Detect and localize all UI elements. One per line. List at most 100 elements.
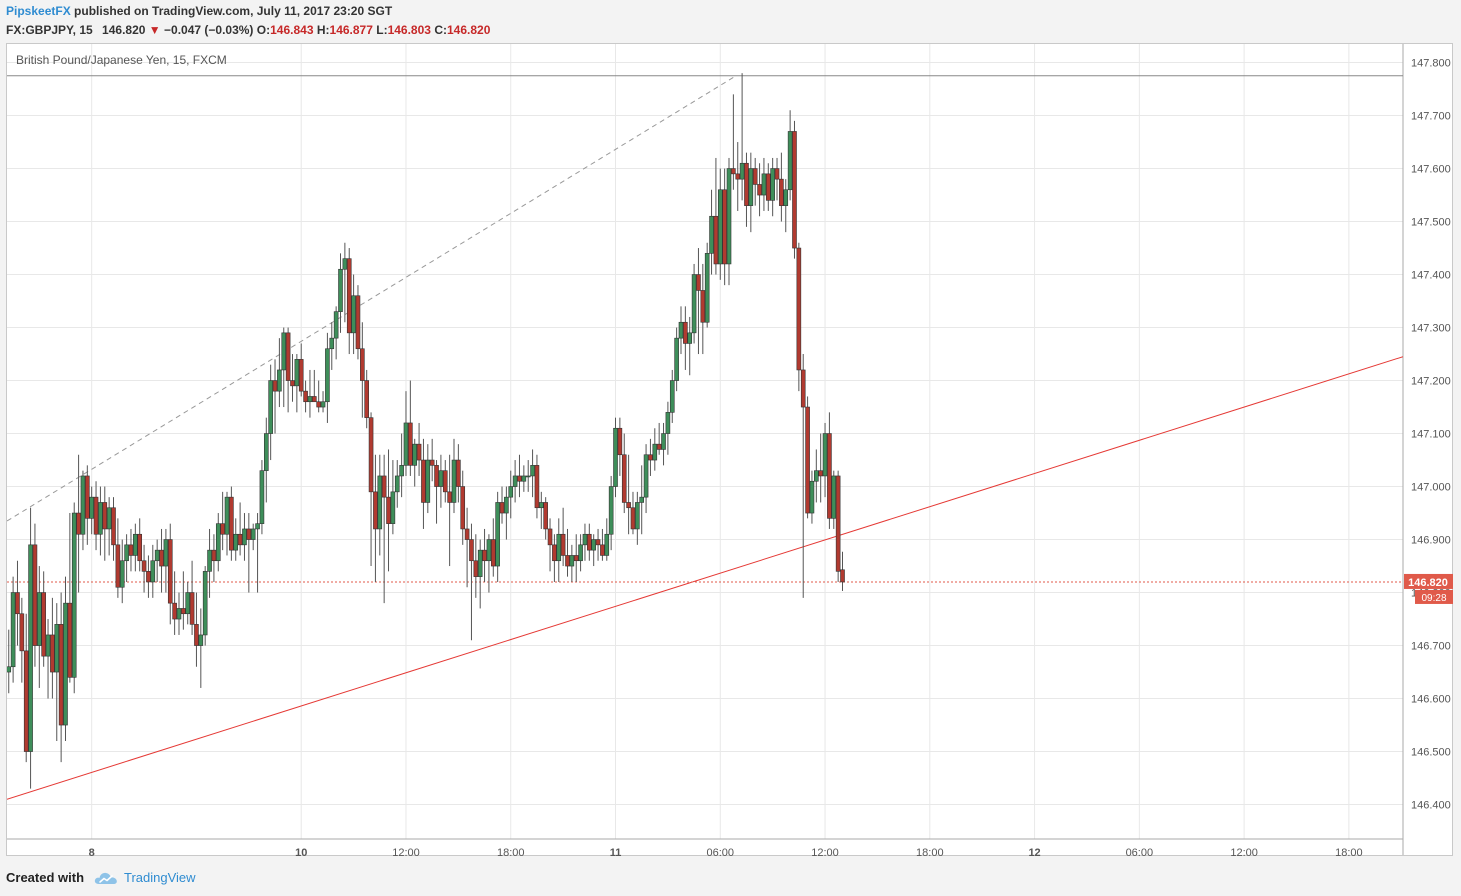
down-arrow-icon: ▼ — [148, 23, 161, 37]
candle-body — [32, 544, 38, 646]
x-tick-label: 18:00 — [497, 847, 525, 859]
candle-body — [639, 496, 645, 503]
x-tick-label: 12:00 — [392, 847, 420, 859]
candle — [560, 507, 566, 567]
candle-body — [722, 189, 727, 265]
candle-body — [364, 380, 369, 418]
candle-body — [242, 528, 247, 546]
candle-body — [757, 184, 762, 196]
candle — [76, 454, 81, 593]
candle — [390, 460, 396, 535]
candle-body — [504, 496, 509, 514]
candle — [438, 454, 444, 508]
candle-body — [233, 533, 239, 551]
candle-body — [215, 523, 221, 562]
tradingview-brand-link[interactable]: TradingView — [124, 870, 196, 885]
candle-body — [268, 380, 273, 434]
candle-body — [477, 549, 483, 577]
candle-body — [543, 502, 548, 530]
candle — [691, 263, 697, 344]
tradingview-cloud-icon[interactable] — [94, 871, 118, 885]
candle — [119, 539, 125, 604]
candle-body — [573, 555, 579, 562]
candle — [447, 454, 452, 567]
candle-body — [608, 486, 614, 535]
candle — [215, 513, 221, 572]
candle — [635, 491, 640, 545]
candle — [412, 438, 418, 487]
candle-body — [578, 544, 583, 562]
candle-body — [779, 178, 784, 206]
candle — [429, 438, 435, 482]
candle-body — [124, 544, 129, 562]
author-link[interactable]: PipskeetFX — [6, 4, 71, 18]
y-tick-label: 147.000 — [1411, 482, 1451, 494]
candle — [539, 491, 544, 529]
candle — [41, 571, 46, 667]
candle — [159, 528, 164, 593]
candle — [255, 513, 260, 593]
candle — [477, 539, 483, 609]
candle-body — [7, 666, 12, 673]
candle-body — [534, 465, 540, 509]
candle-body — [202, 571, 208, 636]
x-tick-label: 11 — [610, 847, 622, 859]
candle-body — [141, 560, 147, 572]
candle — [796, 242, 802, 392]
x-tick-label: 12 — [1028, 847, 1040, 859]
candle — [717, 168, 723, 280]
candle-body — [805, 406, 810, 514]
candle-body — [399, 465, 404, 477]
candle — [744, 152, 749, 227]
candle — [63, 576, 68, 741]
candle-body — [600, 544, 605, 556]
candle-body — [119, 560, 125, 588]
candle — [224, 491, 230, 556]
candle — [399, 433, 404, 498]
candle-body — [800, 369, 806, 408]
candle — [355, 285, 361, 360]
candle-body — [421, 459, 426, 503]
candle-body — [556, 533, 562, 562]
price-change: −0.047 (−0.03%) — [164, 23, 254, 37]
dashed-trendline — [7, 75, 737, 522]
candle-body — [521, 475, 527, 482]
candle-body — [617, 427, 623, 456]
candle-body — [185, 592, 191, 615]
candle — [67, 513, 73, 683]
candle-body — [678, 321, 684, 339]
candle — [704, 242, 710, 328]
candle — [761, 157, 767, 211]
candle — [604, 518, 610, 561]
candle-body — [717, 189, 723, 265]
candle — [512, 460, 518, 503]
candle — [115, 518, 121, 598]
candle — [818, 433, 823, 503]
candle — [451, 438, 457, 514]
candle-body — [285, 332, 291, 381]
y-tick-label: 146.400 — [1411, 800, 1451, 812]
candle-body — [626, 502, 631, 509]
candle-body — [85, 475, 90, 519]
candle-body — [312, 396, 317, 403]
candle-body — [735, 173, 741, 180]
x-tick-label: 18:00 — [916, 847, 944, 859]
candle — [473, 534, 479, 598]
candle — [765, 163, 771, 211]
candle — [325, 332, 330, 423]
candle — [582, 523, 588, 561]
y-tick-label: 147.300 — [1411, 323, 1451, 335]
candle-body — [137, 533, 143, 562]
candle-body — [726, 168, 732, 265]
last-price: 146.820 — [102, 23, 146, 37]
candle — [600, 528, 605, 561]
candle-body — [281, 332, 287, 371]
candle-body — [635, 502, 640, 530]
candle-body — [818, 470, 823, 477]
candle-body — [713, 215, 719, 265]
candle — [565, 528, 570, 577]
candle — [124, 534, 129, 582]
candle-body — [377, 475, 383, 530]
close-label: C: — [434, 23, 447, 37]
